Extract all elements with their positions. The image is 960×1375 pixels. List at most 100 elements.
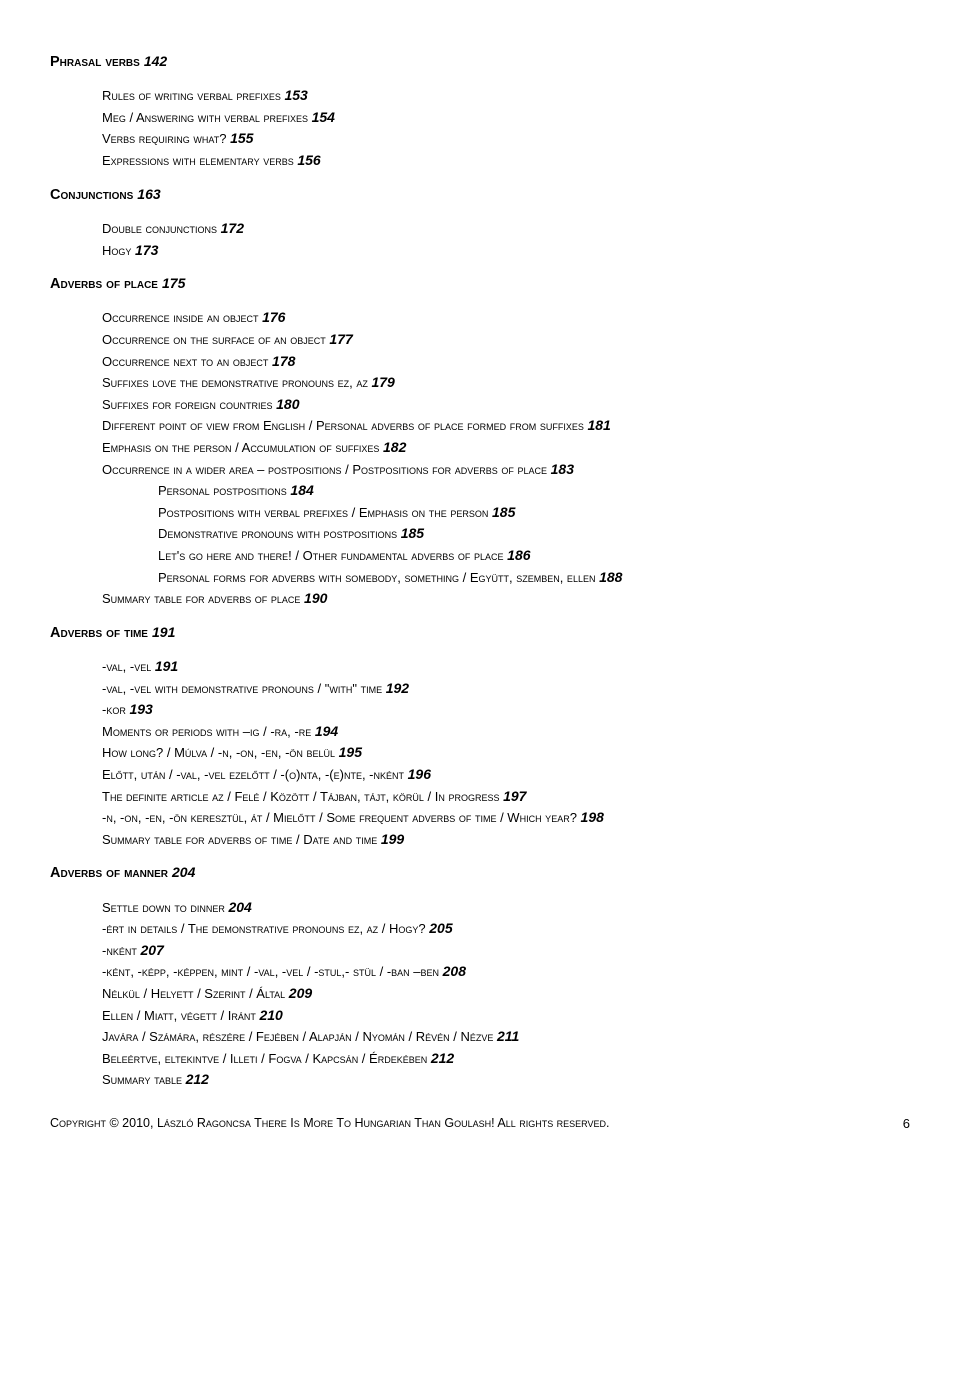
toc-entry: Occurrence inside an object 176: [102, 308, 910, 328]
toc-entry-page: 154: [312, 109, 335, 125]
toc-entry-label: Expressions with elementary verbs: [102, 153, 297, 168]
toc-entry: The definite article az / Felé / Között …: [102, 787, 910, 807]
toc-entry: Occurrence in a wider area – postpositio…: [102, 460, 910, 480]
toc-entry: Phrasal verbs 142: [50, 52, 910, 72]
toc-entry-label: Settle down to dinner: [102, 900, 228, 915]
toc-entry-label: Előtt, után / -val, -vel ezelőtt / -(o)n…: [102, 767, 408, 782]
toc-entry: Suffixes for foreign countries 180: [102, 395, 910, 415]
footer: Copyright © 2010, László Ragoncsa There …: [50, 1116, 910, 1131]
toc-entry: Summary table for adverbs of time / Date…: [102, 830, 910, 850]
toc-entry-label: Occurrence next to an object: [102, 354, 272, 369]
toc-entry-page: 185: [401, 525, 424, 541]
toc-entry-page: 185: [492, 504, 515, 520]
toc-entry-page: 198: [581, 809, 604, 825]
toc-entry: Meg / Answering with verbal prefixes 154: [102, 108, 910, 128]
toc-entry-page: 191: [152, 624, 175, 640]
toc-entry-page: 209: [289, 985, 312, 1001]
toc-entry-page: 173: [135, 242, 158, 258]
toc-entry-label: Adverbs of time: [50, 625, 152, 641]
toc-entry: -val, -vel with demonstrative pronouns /…: [102, 679, 910, 699]
toc-entry: Előtt, után / -val, -vel ezelőtt / -(o)n…: [102, 765, 910, 785]
toc-entry: Javára / Számára, részére / Fejében / Al…: [102, 1027, 910, 1047]
toc-entry: Adverbs of place 175: [50, 274, 910, 294]
toc-entry-label: -nként: [102, 943, 140, 958]
toc-entry-page: 193: [129, 701, 152, 717]
toc-entry-label: Personal forms for adverbs with somebody…: [158, 570, 599, 585]
toc-entry: Adverbs of time 191: [50, 623, 910, 643]
toc-entry: -ért in details / The demonstrative pron…: [102, 919, 910, 939]
toc-entry-label: Summary table for adverbs of place: [102, 591, 304, 606]
toc-entry-label: Demonstrative pronouns with postposition…: [158, 526, 401, 541]
toc-entry-page: 176: [262, 309, 285, 325]
toc-entry: Double conjunctions 172: [102, 219, 910, 239]
toc-entry: How long? / Múlva / -n, -on, -en, -ön be…: [102, 743, 910, 763]
toc-entry-page: 197: [503, 788, 526, 804]
toc-entry: Personal forms for adverbs with somebody…: [158, 568, 910, 588]
toc-entry: Suffixes love the demonstrative pronouns…: [102, 373, 910, 393]
toc-entry-label: Meg / Answering with verbal prefixes: [102, 110, 312, 125]
toc-entry-label: Conjunctions: [50, 187, 137, 203]
toc-entry: Verbs requiring what? 155: [102, 129, 910, 149]
toc-entry: -ként, -képp, -képpen, mint / -val, -vel…: [102, 962, 910, 982]
toc-entry: Summary table 212: [102, 1070, 910, 1090]
toc-entry-page: 195: [339, 744, 362, 760]
toc-entry-page: 178: [272, 353, 295, 369]
toc-entry-page: 182: [383, 439, 406, 455]
toc-entry-label: The definite article az / Felé / Között …: [102, 789, 503, 804]
toc-entry-label: -ként, -képp, -képpen, mint / -val, -vel…: [102, 964, 443, 979]
toc-entry-label: Nélkül / Helyett / Szerint / Által: [102, 986, 289, 1001]
toc-entry: -nként 207: [102, 941, 910, 961]
toc-entry-label: Ellen / Miatt, végett / Iránt: [102, 1008, 259, 1023]
toc-entry-page: 156: [297, 152, 320, 168]
toc-entry-page: 192: [386, 680, 409, 696]
toc-entry-page: 196: [408, 766, 431, 782]
toc-entry-page: 208: [443, 963, 466, 979]
toc-entry-label: Javára / Számára, részére / Fejében / Al…: [102, 1029, 497, 1044]
toc-entry-page: 163: [137, 186, 160, 202]
toc-entry-page: 153: [284, 87, 307, 103]
toc-entry: -n, -on, -en, -ön keresztül, át / Mielőt…: [102, 808, 910, 828]
toc-entry: Moments or periods with –ig / -ra, -re 1…: [102, 722, 910, 742]
toc-entry-label: Suffixes for foreign countries: [102, 397, 276, 412]
toc-entry: Different point of view from English / P…: [102, 416, 910, 436]
toc-entry-label: Occurrence in a wider area – postpositio…: [102, 462, 551, 477]
toc-entry-label: Rules of writing verbal prefixes: [102, 88, 284, 103]
toc-entry-label: Summary table: [102, 1072, 186, 1087]
toc-entry-page: 180: [276, 396, 299, 412]
toc-entry: Occurrence next to an object 178: [102, 352, 910, 372]
toc-entry-page: 211: [497, 1028, 519, 1044]
toc-entry-label: Phrasal verbs: [50, 54, 144, 70]
toc-entry-label: Moments or periods with –ig / -ra, -re: [102, 724, 315, 739]
toc-entry: Demonstrative pronouns with postposition…: [158, 524, 910, 544]
toc-entry-label: Postpositions with verbal prefixes / Emp…: [158, 505, 492, 520]
toc-entry: Emphasis on the person / Accumulation of…: [102, 438, 910, 458]
toc-entry: Summary table for adverbs of place 190: [102, 589, 910, 609]
toc-entry-page: 204: [172, 864, 195, 880]
toc-entry: -kor 193: [102, 700, 910, 720]
toc-entry-page: 183: [551, 461, 574, 477]
toc-entry-label: -ért in details / The demonstrative pron…: [102, 921, 429, 936]
toc-entry-label: Double conjunctions: [102, 221, 221, 236]
toc-entry: Rules of writing verbal prefixes 153: [102, 86, 910, 106]
toc-entry-page: 186: [507, 547, 530, 563]
toc-entry-label: Different point of view from English / P…: [102, 418, 587, 433]
toc-entry-label: Let's go here and there! / Other fundame…: [158, 548, 507, 563]
toc-entry-label: Hogy: [102, 243, 135, 258]
toc-entry-label: Adverbs of place: [50, 276, 162, 292]
toc-entry-label: -val, -vel with demonstrative pronouns /…: [102, 681, 386, 696]
toc-entry: Adverbs of manner 204: [50, 863, 910, 883]
toc-entry-label: Verbs requiring what?: [102, 131, 230, 146]
toc-entry-label: -n, -on, -en, -ön keresztül, át / Mielőt…: [102, 810, 581, 825]
toc-entry-label: Occurrence on the surface of an object: [102, 332, 329, 347]
toc-entry: Let's go here and there! / Other fundame…: [158, 546, 910, 566]
toc-entry: Conjunctions 163: [50, 185, 910, 205]
toc-entry-page: 199: [381, 831, 404, 847]
toc-entry: -val, -vel 191: [102, 657, 910, 677]
toc-entry-label: Emphasis on the person / Accumulation of…: [102, 440, 383, 455]
toc-entry-page: 212: [186, 1071, 209, 1087]
toc-entry-label: Occurrence inside an object: [102, 310, 262, 325]
toc-entry-label: -kor: [102, 702, 129, 717]
page-number: 6: [903, 1116, 910, 1131]
toc-entry-label: -val, -vel: [102, 659, 155, 674]
toc-entry-page: 172: [221, 220, 244, 236]
